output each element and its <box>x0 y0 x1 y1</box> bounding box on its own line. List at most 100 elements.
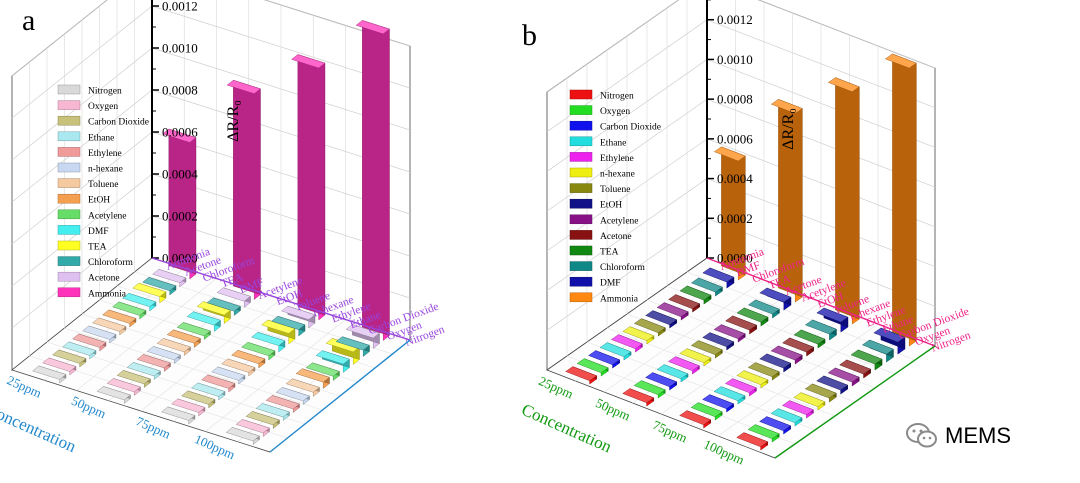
bar-100ppm-n-hexane <box>275 387 310 405</box>
bar-top-face <box>793 329 826 345</box>
bar-75ppm-Carbon Dioxide <box>181 390 216 409</box>
legend-label: EtOH <box>88 196 110 206</box>
legend-label: Toluene <box>600 185 630 195</box>
bar-top-face <box>736 307 769 323</box>
concentration-axis-title: Concentration <box>0 400 79 457</box>
y-tick-label: 0.0012 <box>162 0 198 14</box>
bar-top-face <box>713 386 746 402</box>
panel-letter: a <box>22 4 35 37</box>
panel-letter: b <box>522 19 537 52</box>
legend-swatch <box>57 240 81 251</box>
bar-top-face <box>576 358 609 374</box>
bar-top-face <box>355 20 390 35</box>
bar-75ppm-Chloroform <box>804 319 837 341</box>
bar-75ppm-EtOH <box>231 350 266 369</box>
bar-50ppm-Ethane <box>656 364 689 383</box>
bar-75ppm-n-hexane <box>736 370 769 389</box>
bar-top-face <box>736 432 769 448</box>
concentration-axis-line <box>269 339 411 453</box>
bar-25ppm-TEA <box>679 285 712 305</box>
bar-top-face <box>176 322 211 337</box>
bar-top-face <box>335 336 370 351</box>
bar-25ppm-Acetylene <box>656 302 689 321</box>
bar-top-face <box>271 315 306 330</box>
legend-label: TEA <box>600 248 619 258</box>
bar-75ppm-Ethane <box>713 386 746 405</box>
bar-top-face <box>82 325 117 340</box>
legend-label: Chloroform <box>600 262 645 273</box>
bar-top-face <box>295 368 330 383</box>
bar-25ppm-Nitrogen <box>32 365 67 384</box>
bar-top-face <box>315 350 350 365</box>
bar-top-face <box>770 408 803 424</box>
legend-swatch <box>57 209 81 220</box>
y-tick-label: 0.0002 <box>717 211 753 226</box>
bar-top-face <box>747 424 780 440</box>
bar-25ppm-EtOH <box>102 309 137 328</box>
bar-25ppm-Acetylene <box>112 301 147 320</box>
y-tick-label: 0.0008 <box>162 83 198 98</box>
bar-top-face <box>181 390 216 405</box>
bar-top-face <box>345 324 380 339</box>
bar-25ppm-Ammonia <box>713 146 746 281</box>
y-tick-label: 0.0002 <box>162 209 198 224</box>
bar-25ppm-EtOH <box>645 310 678 329</box>
bar-top-face <box>156 338 191 353</box>
y-tick-label: 0.0004 <box>162 167 198 182</box>
legend-label: Nitrogen <box>88 87 122 97</box>
bar-50ppm-Ammonia <box>770 99 803 303</box>
bar-top-face <box>52 349 87 364</box>
legend-label: Ethane <box>88 133 114 143</box>
bar-75ppm-Ethylene <box>201 374 236 393</box>
legend-label: EtOH <box>600 201 622 211</box>
bar-100ppm-EtOH <box>295 368 330 389</box>
legend-swatch <box>569 276 593 287</box>
bar-100ppm-DMF <box>873 327 906 355</box>
gridline <box>76 278 217 391</box>
bar-25ppm-Carbon Dioxide <box>52 349 87 368</box>
bar-25ppm-Chloroform <box>690 277 723 297</box>
bar-50ppm-Oxygen <box>106 378 141 396</box>
legend-label: Chloroform <box>88 257 133 268</box>
legend-swatch <box>57 225 81 235</box>
bar-top-face <box>713 324 746 340</box>
legend-label: Ethylene <box>600 154 634 164</box>
legend-swatch <box>57 162 81 173</box>
bar-100ppm-Ethylene <box>781 400 814 419</box>
bar-50ppm-Nitrogen <box>96 386 131 404</box>
legend-swatch <box>569 136 593 147</box>
legend-label: Oxygen <box>88 102 118 112</box>
bar-100ppm-Oxygen <box>747 424 780 443</box>
legend-swatch <box>57 115 81 126</box>
bar-top-face <box>565 366 598 382</box>
y-tick-label: 0.0004 <box>717 171 753 186</box>
legend-label: Ammonia <box>600 294 639 304</box>
gas-axis-line <box>151 257 411 341</box>
bar-75ppm-Toluene <box>747 362 780 381</box>
bar-top-face <box>690 402 723 418</box>
bar-top-face <box>690 277 723 293</box>
bar-100ppm-EtOH <box>816 375 849 395</box>
legend-swatch <box>57 147 81 157</box>
bar-top-face <box>804 319 837 335</box>
bar-top-face <box>679 410 712 426</box>
bar-top-face <box>759 416 792 432</box>
legend-label: Acetylene <box>88 211 127 221</box>
legend-swatch <box>57 178 81 188</box>
bar-top-face <box>679 348 712 364</box>
bar-50ppm-Acetone <box>725 315 758 335</box>
legend-label: Ethane <box>600 138 626 148</box>
bar-50ppm-Acetylene <box>176 322 211 340</box>
bar-top-face <box>690 340 723 356</box>
bar-100ppm-Ethylene <box>265 395 300 413</box>
bar-50ppm-Acetone <box>216 287 251 308</box>
bar-top-face <box>816 307 849 323</box>
bar-top-face <box>645 310 678 326</box>
y-tick-label: 0.0000 <box>717 251 753 266</box>
bar-75ppm-Acetone <box>281 305 316 329</box>
bar-top-face <box>770 99 803 114</box>
legend-swatch <box>569 230 593 240</box>
legend-label: Acetone <box>600 232 632 242</box>
legend-swatch <box>57 193 81 204</box>
bar-75ppm-Toluene <box>221 358 256 377</box>
